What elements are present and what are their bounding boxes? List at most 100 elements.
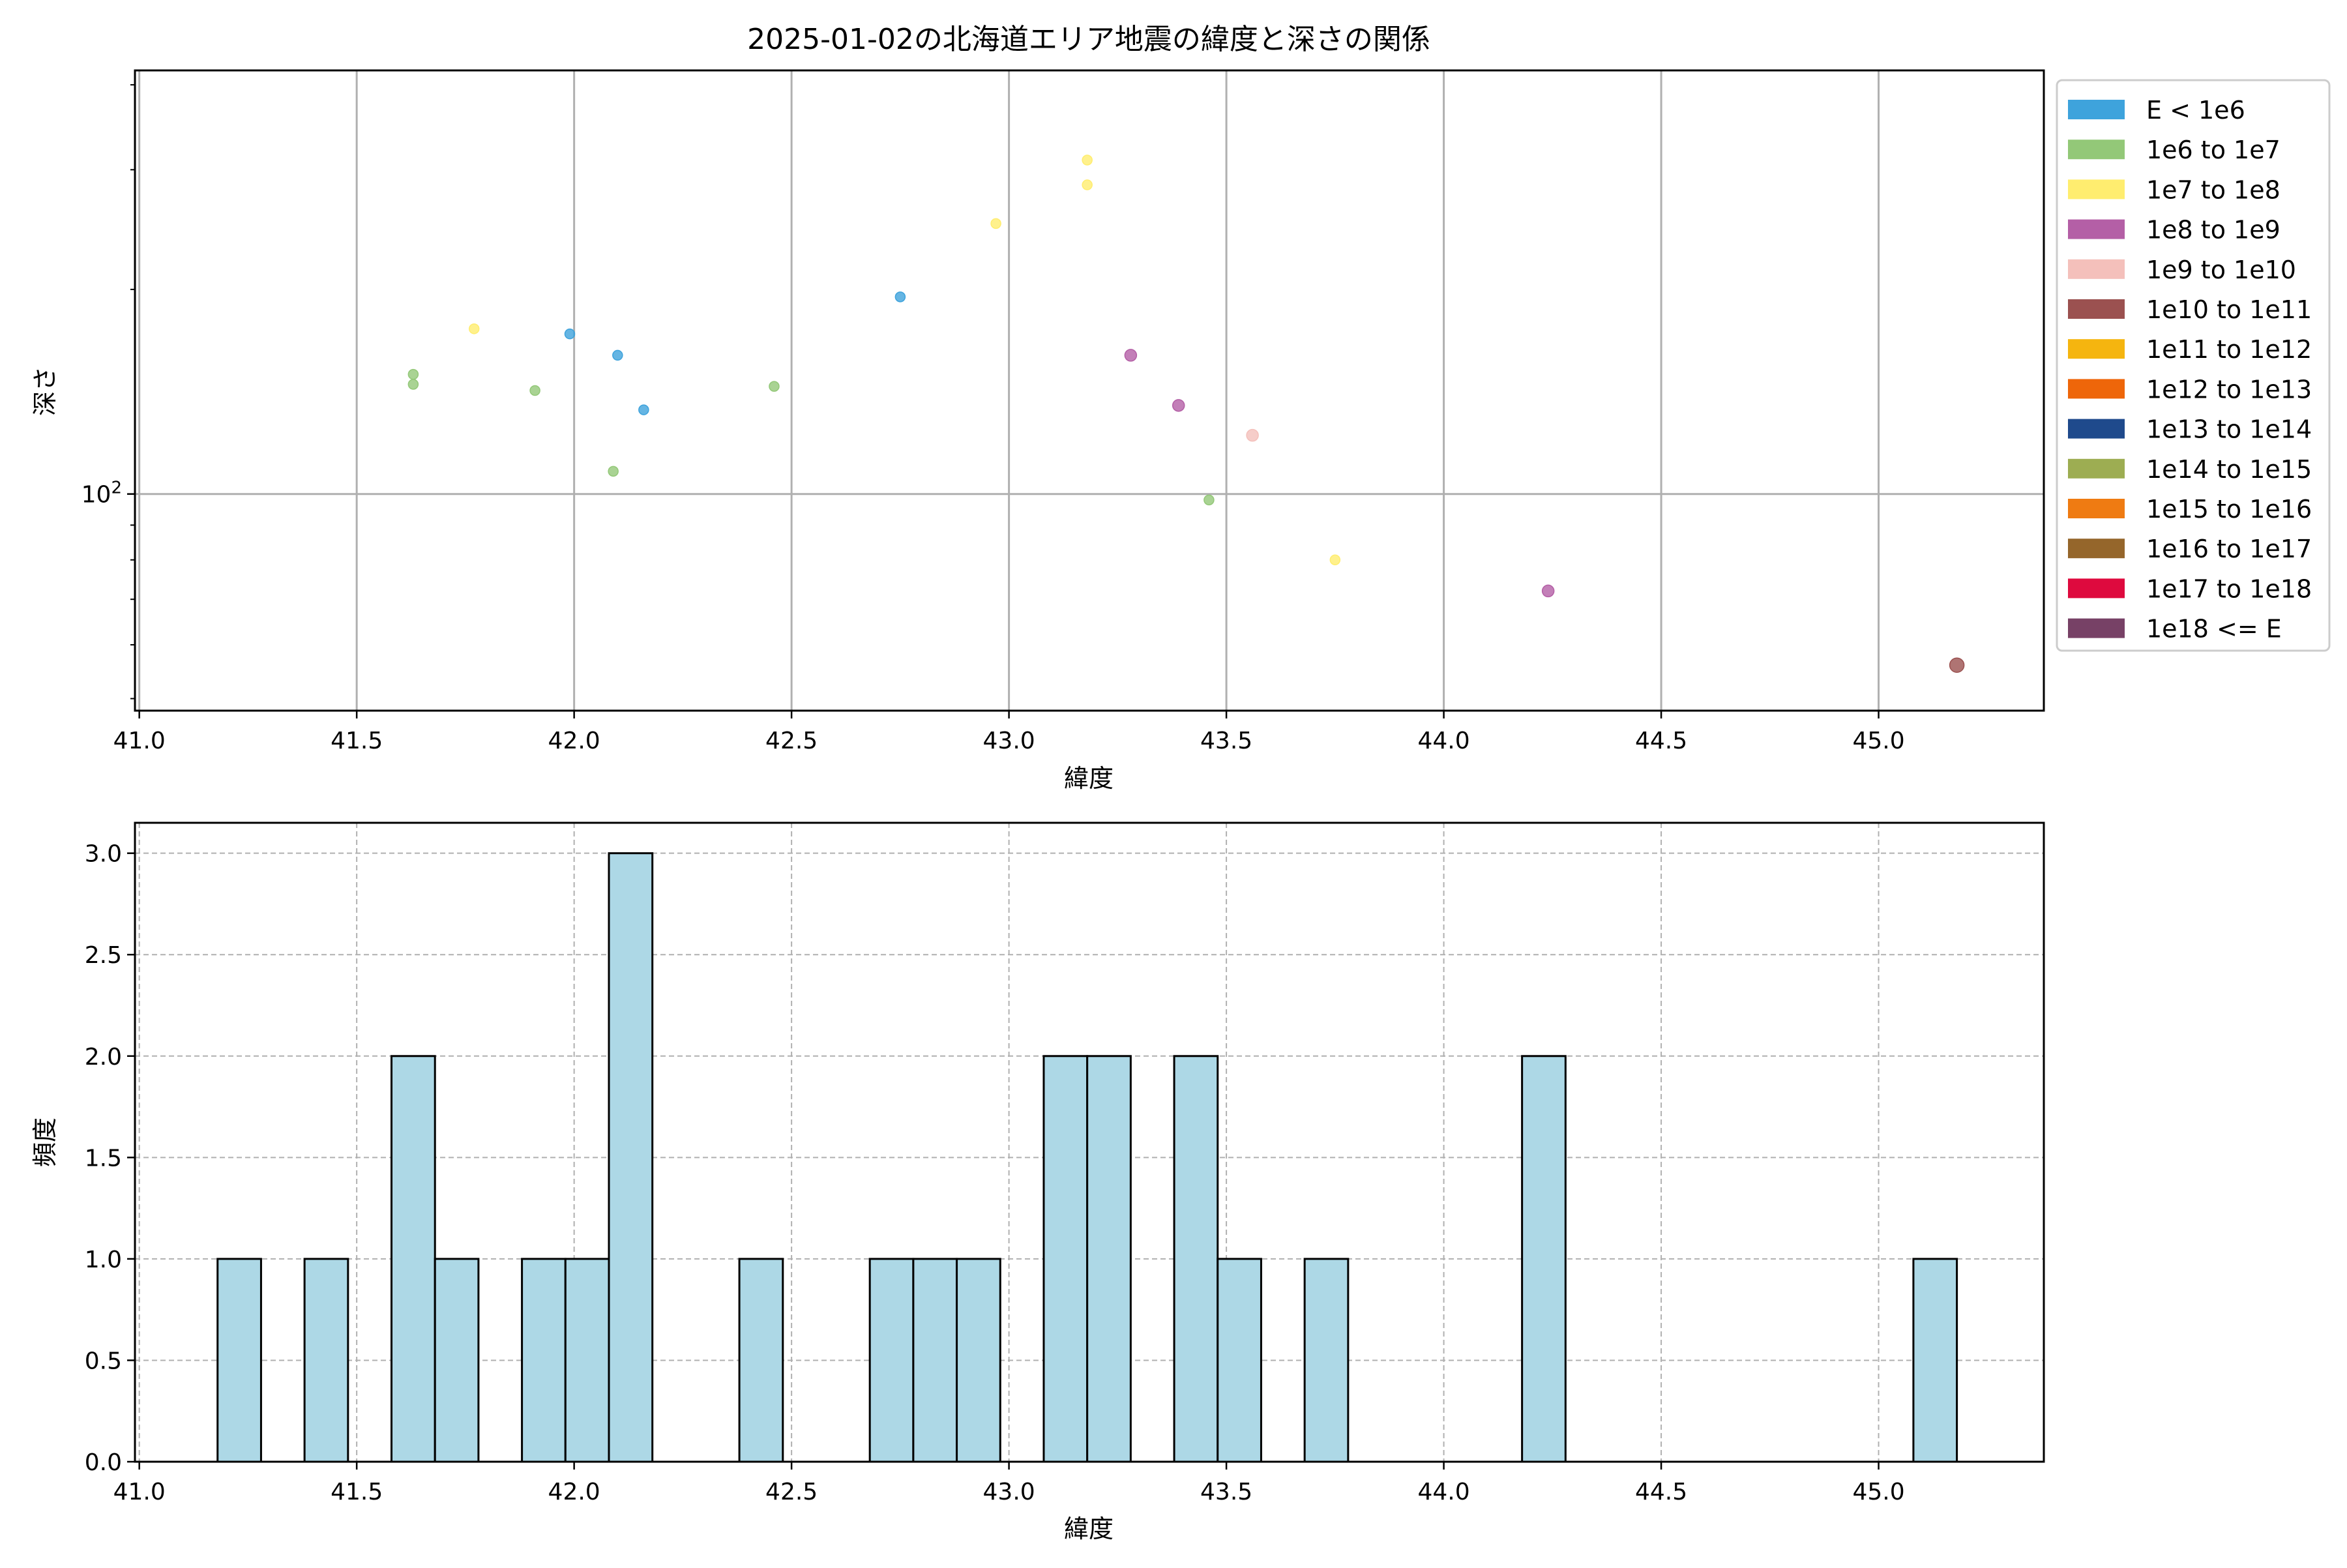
scatter-x-tick-label: 41.5 <box>331 728 383 754</box>
histogram-x-tick-label: 41.5 <box>331 1479 383 1505</box>
legend-label: 1e6 to 1e7 <box>2146 136 2281 164</box>
scatter-point <box>564 328 576 340</box>
scatter-grid <box>135 70 2044 711</box>
histogram-y-tick-label: 2.0 <box>85 1044 122 1071</box>
histogram-bar <box>391 1055 436 1463</box>
histogram-y-tick-label: 2.5 <box>85 942 122 969</box>
scatter-point <box>1082 155 1093 166</box>
scatter-point <box>1949 657 1965 673</box>
histogram-bars <box>216 852 1958 1463</box>
scatter-x-tick-label: 41.0 <box>113 728 166 754</box>
scatter-point <box>608 466 619 477</box>
histogram-y-tick-label: 3.0 <box>85 841 122 868</box>
scatter-x-tick-label: 43.0 <box>983 728 1035 754</box>
histogram-bar <box>956 1258 1001 1463</box>
legend-label: 1e16 to 1e17 <box>2146 535 2312 563</box>
legend-swatch <box>2068 100 2125 119</box>
histogram-x-label: 緯度 <box>1064 1515 1114 1543</box>
scatter-point <box>1541 584 1555 598</box>
scatter-x-tick-label: 44.5 <box>1635 728 1687 754</box>
scatter-point <box>1329 554 1341 565</box>
scatter-point <box>1082 179 1093 190</box>
legend-label: 1e14 to 1e15 <box>2146 455 2312 484</box>
legend: E < 1e6 1e6 to 1e7 1e7 to 1e8 1e8 to 1e9 1e9… <box>2056 79 2331 652</box>
scatter-point <box>769 381 780 392</box>
legend-label: 1e12 to 1e13 <box>2146 375 2312 404</box>
scatter-axes-frame <box>134 69 2045 712</box>
scatter-point <box>1124 349 1138 362</box>
legend-label: 1e13 to 1e14 <box>2146 415 2312 444</box>
scatter-point <box>1172 399 1185 412</box>
legend-swatch <box>2068 618 2125 638</box>
histogram-bar <box>1521 1055 1567 1463</box>
histogram-bar <box>912 1258 958 1463</box>
scatter-point <box>407 368 419 380</box>
legend-swatch <box>2068 219 2125 239</box>
histogram-bar <box>1303 1258 1350 1463</box>
legend-swatch <box>2068 299 2125 319</box>
legend-label: 1e10 to 1e11 <box>2146 295 2312 324</box>
histogram-axes-frame <box>134 821 2045 1463</box>
legend-swatch <box>2068 419 2125 439</box>
legend-label: 1e7 to 1e8 <box>2146 175 2281 204</box>
scatter-y-axis: 102 <box>81 84 135 700</box>
histogram-bar <box>608 852 654 1463</box>
scatter-x-tick-label: 45.0 <box>1852 728 1904 754</box>
histogram-bar <box>1217 1258 1262 1463</box>
legend-label: E < 1e6 <box>2146 96 2245 125</box>
legend-frame <box>2056 79 2331 652</box>
scatter-point <box>1246 428 1259 442</box>
tick-exponent: 2 <box>111 479 122 498</box>
scatter-y-label: 深さ <box>31 366 59 416</box>
scatter-point <box>1203 494 1215 506</box>
histogram-x-axis: 41.0 41.5 42.0 42.5 43.0 43.5 44.0 44.5 45.0 <box>113 1462 1905 1505</box>
histogram-bar <box>868 1258 915 1463</box>
histogram-y-tick-label: 1.0 <box>85 1247 122 1273</box>
legend-swatch <box>2068 179 2125 200</box>
histogram-bar <box>738 1258 784 1463</box>
histogram-y-label: 頻度 <box>31 1117 59 1167</box>
legend-label: 1e9 to 1e10 <box>2146 256 2296 284</box>
histogram-bar <box>1086 1055 1132 1463</box>
scatter-x-tick-label: 42.0 <box>548 728 600 754</box>
scatter-point <box>612 349 623 361</box>
legend-label: 1e18 <= E <box>2146 615 2282 643</box>
scatter-point <box>638 404 649 415</box>
scatter-x-tick-label: 43.5 <box>1200 728 1252 754</box>
histogram-bar <box>1173 1055 1219 1463</box>
histogram-y-axis: 0.0 0.5 1.0 1.5 2.0 2.5 3.0 <box>85 841 135 1476</box>
legend-label: 1e11 to 1e12 <box>2146 335 2312 364</box>
scatter-point <box>894 291 906 303</box>
histogram-bar <box>1912 1258 1958 1463</box>
tick-base: 10 <box>81 482 111 509</box>
histogram-bar <box>521 1258 567 1463</box>
histogram-y-tick-label: 1.5 <box>85 1145 122 1172</box>
histogram-bar <box>303 1258 349 1463</box>
scatter-y-tick-label: 102 <box>81 479 122 509</box>
histogram-bar <box>434 1258 480 1463</box>
histogram-x-tick-label: 43.0 <box>983 1479 1035 1505</box>
legend-swatch <box>2068 259 2125 279</box>
legend-items: E < 1e6 1e6 to 1e7 1e7 to 1e8 1e8 to 1e9 1e9… <box>2068 96 2312 643</box>
legend-swatch <box>2068 140 2125 160</box>
histogram-bar <box>564 1258 610 1463</box>
legend-label: 1e8 to 1e9 <box>2146 216 2281 244</box>
histogram-x-tick-label: 43.5 <box>1200 1479 1252 1505</box>
histogram-bar <box>216 1258 262 1463</box>
scatter-point <box>468 323 480 334</box>
histogram-y-tick-label: 0.5 <box>85 1348 122 1374</box>
scatter-x-tick-label: 42.5 <box>765 728 818 754</box>
scatter-title: 2025-01-02の北海道エリア地震の緯度と深さの関係 <box>747 23 1430 56</box>
legend-label: 1e15 to 1e16 <box>2146 495 2312 524</box>
scatter-x-axis: 41.0 41.5 42.0 42.5 43.0 43.5 44.0 44.5 45.0 <box>113 711 1905 754</box>
legend-label: 1e17 to 1e18 <box>2146 574 2312 603</box>
histogram-x-tick-label: 44.0 <box>1418 1479 1470 1505</box>
histogram-x-tick-label: 42.5 <box>765 1479 818 1505</box>
legend-swatch <box>2068 458 2125 479</box>
histogram-x-tick-label: 42.0 <box>548 1479 600 1505</box>
histogram-y-tick-label: 0.0 <box>85 1449 122 1476</box>
scatter-x-label: 緯度 <box>1064 764 1114 793</box>
legend-swatch <box>2068 339 2125 359</box>
